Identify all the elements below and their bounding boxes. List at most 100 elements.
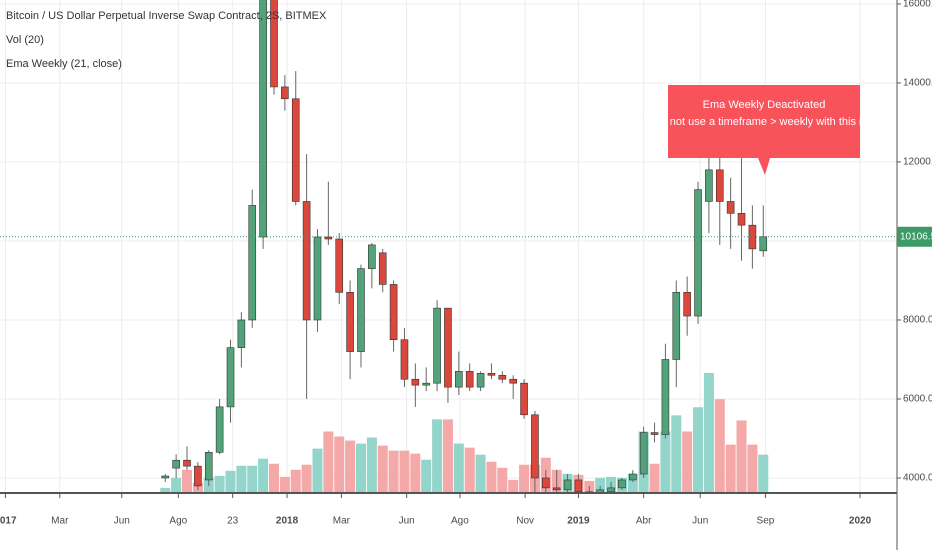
indicator-label: Vol (20) xyxy=(6,34,44,46)
candle-body xyxy=(378,252,387,285)
y-tick-label: 6000.0 xyxy=(903,394,932,405)
x-tick-label: 2019 xyxy=(567,516,590,527)
volume-bar xyxy=(758,454,769,493)
candle-body xyxy=(661,359,670,435)
candle-body xyxy=(574,479,583,493)
volume-bar xyxy=(377,445,388,493)
volume-bar xyxy=(671,415,682,493)
candle-body xyxy=(563,479,572,491)
volume-bar xyxy=(388,450,399,493)
candle-body xyxy=(748,224,757,250)
chart-title: Bitcoin / US Dollar Perpetual Inverse Sw… xyxy=(6,10,327,22)
candle-body xyxy=(324,236,333,240)
y-tick-label: 4000.0 xyxy=(903,473,932,484)
x-tick-label: 23 xyxy=(227,516,239,527)
candle-body xyxy=(498,374,507,380)
candle-body xyxy=(422,382,431,386)
volume-bar xyxy=(225,470,236,493)
x-tick-label: Mar xyxy=(333,516,351,527)
candle-body xyxy=(270,0,278,88)
candle-body xyxy=(683,292,691,317)
volume-bar xyxy=(421,459,432,493)
candle-body xyxy=(628,473,637,481)
x-tick-label: Mar xyxy=(51,516,69,527)
x-tick-label: Nov xyxy=(516,516,534,527)
volume-bar xyxy=(258,458,269,493)
volume-bar xyxy=(649,463,660,493)
candle-body xyxy=(607,487,615,493)
candle-body xyxy=(715,169,724,202)
candle-body xyxy=(411,378,420,386)
volume-bar xyxy=(627,473,638,493)
annotation-box xyxy=(668,85,860,175)
y-tick-label: 12000.0 xyxy=(903,157,932,168)
volume-bar xyxy=(355,443,366,493)
annotation-text: You can not use a timeframe > weekly wit… xyxy=(627,116,901,128)
volume-bar xyxy=(334,436,345,493)
volume-bar xyxy=(268,463,279,493)
candle-body xyxy=(248,205,257,321)
candle-body xyxy=(639,432,648,475)
candle-body xyxy=(204,452,213,481)
volume-bar xyxy=(301,464,312,493)
volume-bar xyxy=(714,399,725,493)
candle-body xyxy=(672,292,681,360)
candle-body xyxy=(215,406,224,453)
volume-bar xyxy=(519,464,530,493)
candle-body xyxy=(509,378,517,384)
candle-body xyxy=(281,86,289,100)
last-price-label: 10106.5 xyxy=(900,231,932,242)
x-tick-label: Abr xyxy=(636,516,652,527)
volume-bar xyxy=(660,431,671,493)
volume-bar xyxy=(432,419,443,493)
volume-bar xyxy=(747,444,758,493)
indicator-label: Ema Weekly (21, close) xyxy=(6,58,122,70)
volume-bar xyxy=(736,420,747,493)
candle-body xyxy=(726,201,735,214)
x-tick-label: Jun xyxy=(692,516,708,527)
candle-body xyxy=(335,238,344,293)
x-tick-label: Ago xyxy=(451,516,469,527)
volume-bar xyxy=(464,447,475,493)
candle-body xyxy=(433,307,441,384)
last-price-box xyxy=(897,226,932,247)
volume-bar xyxy=(475,454,486,493)
x-tick-label: 2017 xyxy=(0,516,17,527)
volume-bar xyxy=(160,487,171,493)
volume-bar xyxy=(725,444,736,493)
candle-body xyxy=(596,489,604,493)
x-tick-label: Jun xyxy=(114,516,130,527)
volume-bar xyxy=(345,440,356,493)
volume-bar xyxy=(366,437,377,493)
candle-body xyxy=(694,189,702,317)
candle-body xyxy=(520,382,528,416)
candle-body xyxy=(346,292,354,352)
candle-body xyxy=(400,339,409,380)
candle-body xyxy=(357,268,365,352)
volume-bar xyxy=(703,373,714,493)
annotation-title: Ema Weekly Deactivated xyxy=(703,99,826,111)
x-tick-label: 2018 xyxy=(276,516,299,527)
candle-layer xyxy=(161,0,768,493)
y-tick-label: 14000.0 xyxy=(903,78,932,89)
candle-body xyxy=(759,236,768,252)
volume-bar xyxy=(312,448,323,493)
candle-body xyxy=(737,213,746,226)
candle-body xyxy=(650,432,659,435)
volume-bar xyxy=(182,469,193,493)
volume-bar xyxy=(595,477,606,493)
volume-bar xyxy=(171,477,182,493)
x-tick-label: Ago xyxy=(169,516,187,527)
candle-body xyxy=(705,169,713,202)
candle-body xyxy=(618,479,626,489)
volume-bar xyxy=(247,465,258,493)
candle-body xyxy=(487,373,496,376)
volume-bar xyxy=(236,465,247,493)
candle-body xyxy=(194,465,202,487)
candle-body xyxy=(226,347,235,408)
x-tick-label: 2020 xyxy=(849,516,872,527)
candle-body xyxy=(183,459,191,467)
candle-body xyxy=(542,477,550,489)
candle-body xyxy=(172,459,180,469)
